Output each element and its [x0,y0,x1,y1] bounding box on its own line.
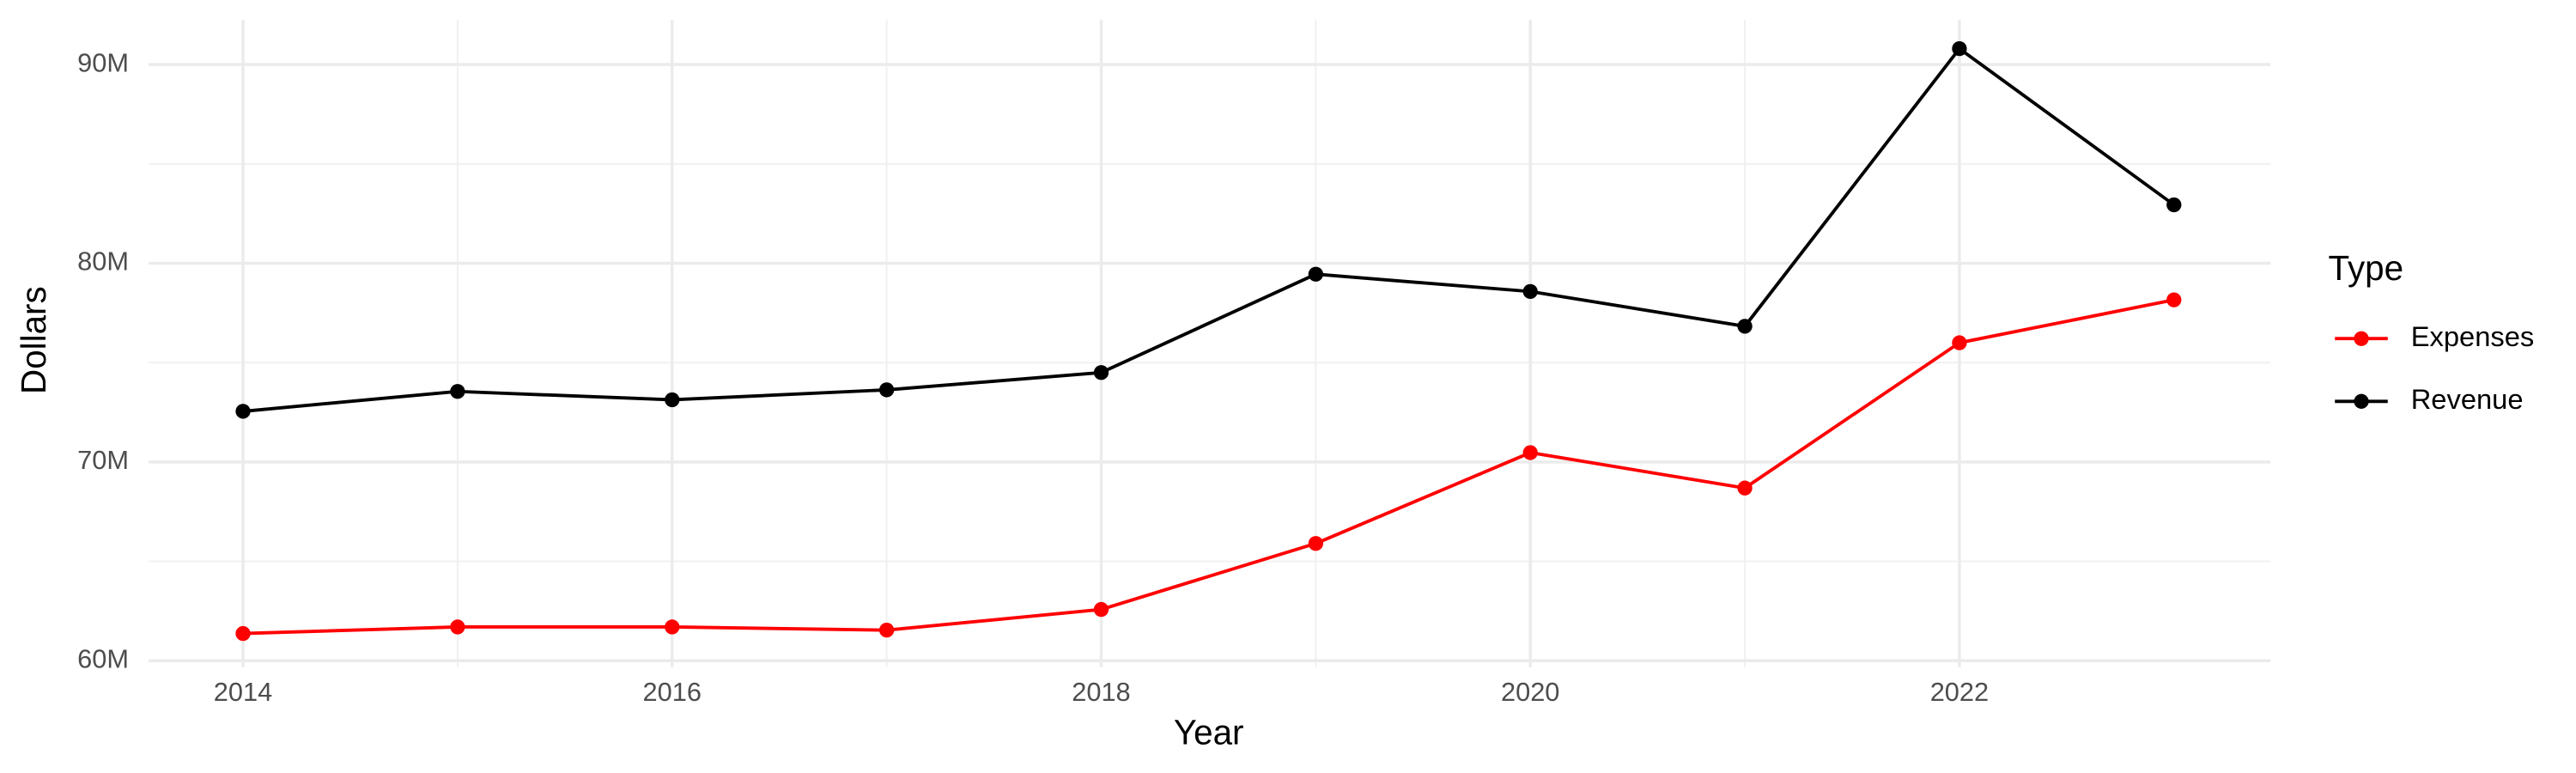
legend-label: Revenue [2411,383,2524,415]
data-point [1093,365,1109,380]
data-point [2166,292,2182,307]
data-point [665,392,680,408]
data-point [1522,283,1538,300]
data-point [235,404,251,419]
x-axis-title: Year [1174,712,1244,752]
data-point [1308,536,1323,551]
data-point [878,382,895,398]
data-point [235,625,251,642]
data-point [1522,445,1538,460]
data-point [1093,601,1109,618]
legend-point [2354,331,2369,346]
series-line [242,46,2175,413]
x-tick-label: 2022 [1930,677,1989,707]
legend-label: Expenses [2411,320,2535,352]
x-tick-label: 2020 [1501,677,1559,707]
data-point [1737,319,1753,334]
data-point [2166,197,2182,213]
series-line [242,298,2175,636]
y-tick-label: 80M [77,247,129,277]
legend-title: Type [2329,248,2404,288]
x-tick-label: 2016 [643,677,702,707]
y-tick-label: 90M [77,47,129,77]
data-point [450,619,465,635]
data-point [1308,266,1323,282]
y-tick-label: 60M [77,643,129,673]
y-tick-label: 70M [77,445,129,475]
data-point [1737,480,1753,496]
data-point [1952,335,1967,350]
data-point [878,623,895,638]
x-tick-label: 2014 [214,677,272,707]
legend-point [2354,393,2369,409]
data-point [665,619,680,635]
y-axis-title: Dollars [14,286,53,394]
x-tick-label: 2018 [1072,677,1130,707]
data-point [1952,40,1967,57]
data-point [450,384,465,399]
